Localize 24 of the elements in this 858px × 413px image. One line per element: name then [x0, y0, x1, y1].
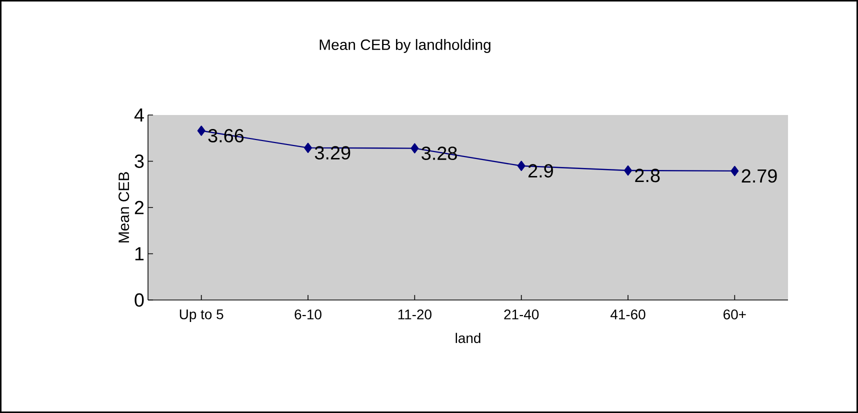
y-tick-label: 2 — [134, 200, 144, 214]
y-tick-label: 4 — [134, 108, 144, 122]
point — [410, 143, 419, 154]
x-tick-label: 11-20 — [398, 310, 432, 320]
data-label: 2.79 — [742, 169, 777, 183]
point — [304, 142, 312, 153]
x-tick-label: 6-10 — [294, 310, 322, 320]
point — [517, 160, 526, 171]
y-tick-label: 1 — [135, 247, 144, 260]
data-label: 2.9 — [528, 164, 553, 178]
x-tick-label: 60+ — [724, 310, 746, 320]
point — [624, 165, 632, 176]
data-label: 3.29 — [314, 146, 350, 160]
y-axis-title: Mean CEB — [118, 172, 130, 242]
y-tick-label: 0 — [134, 293, 144, 307]
chart-title: Mean CEB by landholding — [320, 39, 490, 53]
point — [730, 166, 739, 176]
data-label: 2.8 — [635, 168, 660, 182]
y-tick-label: 3 — [134, 154, 144, 168]
x-tick-label: 41-60 — [610, 310, 646, 320]
x-tick-label: 21-40 — [504, 310, 539, 320]
x-tick-label: Up to 5 — [180, 310, 224, 322]
x-axis-title: land — [456, 332, 480, 344]
point — [197, 126, 206, 136]
